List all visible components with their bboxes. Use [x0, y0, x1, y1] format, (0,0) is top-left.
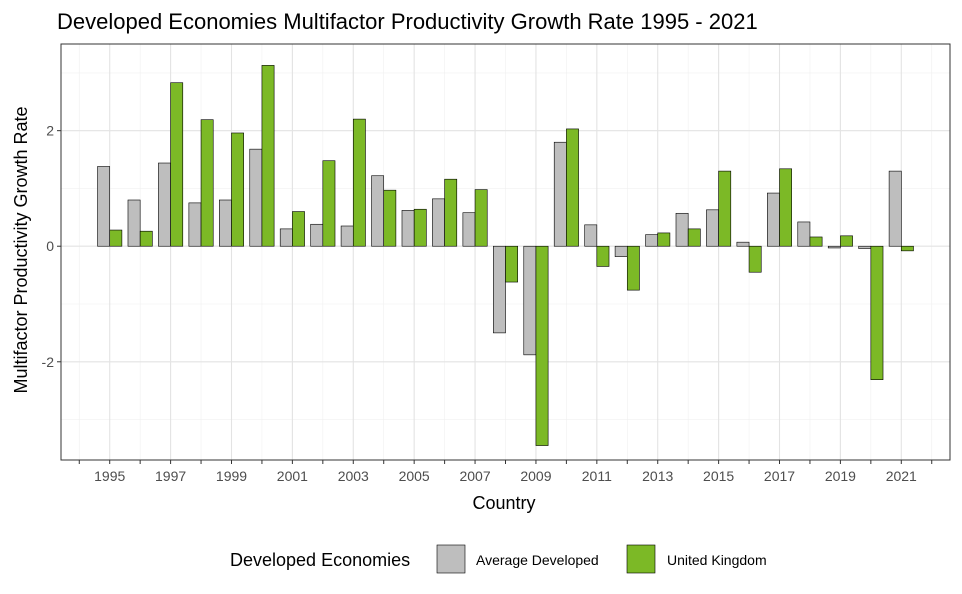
bar-united-kingdom-2017 — [779, 168, 792, 247]
legend-swatch-average-developed — [436, 544, 466, 574]
bar-united-kingdom-2003 — [352, 118, 366, 247]
bar-united-kingdom-1999 — [231, 132, 244, 247]
y-tick-label: 2 — [46, 123, 54, 139]
bar-average-developed-2002 — [310, 223, 324, 247]
bar-average-developed-2011 — [584, 224, 598, 247]
bar-united-kingdom-2010 — [566, 128, 579, 247]
bar-united-kingdom-1998 — [200, 119, 214, 247]
bar-united-kingdom-2005 — [413, 208, 427, 247]
bar-average-developed-2000 — [249, 148, 263, 247]
bar-average-developed-2009 — [523, 245, 537, 356]
x-tick-label: 2005 — [399, 468, 430, 484]
x-tick-label: 2017 — [764, 468, 795, 484]
bar-united-kingdom-2000 — [261, 65, 275, 247]
y-tick-label: -2 — [42, 354, 55, 370]
x-axis-label: Country — [472, 493, 535, 513]
bar-united-kingdom-1997 — [170, 82, 184, 247]
x-tick-label: 2019 — [825, 468, 856, 484]
legend: Developed Economies Average Developed Un… — [230, 544, 767, 574]
bar-average-developed-1999 — [219, 199, 232, 247]
bar-united-kingdom-2019 — [840, 235, 853, 247]
bar-average-developed-2008 — [493, 245, 506, 334]
bar-united-kingdom-2013 — [657, 232, 671, 247]
bar-average-developed-2005 — [401, 210, 415, 247]
bar-united-kingdom-2008 — [505, 245, 518, 283]
x-tick-label: 2015 — [703, 468, 734, 484]
x-tick-label: 2013 — [642, 468, 673, 484]
bar-united-kingdom-2007 — [474, 189, 488, 247]
bar-average-developed-1997 — [158, 162, 171, 247]
bar-united-kingdom-2001 — [292, 211, 305, 247]
bar-average-developed-1995 — [97, 166, 111, 247]
bar-average-developed-2003 — [340, 225, 354, 247]
legend-swatch-united-kingdom — [626, 544, 656, 574]
x-tick-label: 2003 — [338, 468, 369, 484]
plot-area — [60, 43, 951, 461]
bar-united-kingdom-2015 — [718, 170, 732, 247]
bar-united-kingdom-2004 — [383, 189, 397, 247]
x-tick-label: 1999 — [216, 468, 247, 484]
bar-average-developed-2017 — [767, 192, 780, 247]
x-tick-label: 2001 — [277, 468, 308, 484]
bar-average-developed-2018 — [797, 221, 811, 247]
bar-united-kingdom-2009 — [535, 245, 549, 446]
bar-average-developed-1998 — [188, 202, 202, 247]
bar-united-kingdom-2018 — [809, 236, 823, 247]
legend-title: Developed Economies — [230, 550, 410, 570]
bar-united-kingdom-2011 — [596, 245, 610, 267]
bars — [97, 65, 914, 446]
bar-average-developed-2019 — [827, 245, 841, 249]
bar-average-developed-2010 — [553, 141, 567, 247]
bar-united-kingdom-2012 — [626, 245, 640, 291]
y-axis-label: Multifactor Productivity Growth Rate — [11, 106, 31, 393]
bar-united-kingdom-2021 — [900, 245, 914, 252]
x-axis: 1995 1997 1999 2001 2003 2005 2007 2009 2011 2013… — [78, 460, 933, 484]
bar-united-kingdom-2002 — [322, 160, 336, 247]
bar-average-developed-2006 — [432, 198, 445, 247]
x-tick-label: 2009 — [520, 468, 551, 484]
x-tick-label: 2021 — [886, 468, 917, 484]
legend-label-united-kingdom: United Kingdom — [667, 552, 767, 568]
bar-average-developed-2013 — [645, 234, 659, 247]
bar-united-kingdom-1996 — [139, 230, 153, 247]
legend-label-average-developed: Average Developed — [476, 552, 599, 568]
bar-average-developed-2004 — [371, 175, 385, 247]
bar-average-developed-2012 — [614, 245, 628, 257]
bar-average-developed-1996 — [127, 199, 141, 247]
bar-united-kingdom-2006 — [444, 178, 458, 247]
bar-average-developed-2016 — [736, 241, 750, 247]
bar-average-developed-2015 — [706, 209, 719, 247]
bar-average-developed-2021 — [888, 170, 902, 247]
x-tick-label: 1997 — [155, 468, 186, 484]
x-tick-label: 2007 — [459, 468, 490, 484]
bar-average-developed-2014 — [675, 212, 689, 247]
bar-united-kingdom-2020 — [870, 245, 884, 380]
x-tick-label: 2011 — [582, 468, 612, 484]
bar-average-developed-2007 — [462, 212, 476, 247]
x-tick-label: 1995 — [94, 468, 125, 484]
chart-title: Developed Economies Multifactor Producti… — [57, 9, 758, 34]
bar-united-kingdom-1995 — [109, 229, 123, 247]
bar-average-developed-2001 — [279, 228, 293, 247]
bar-average-developed-2020 — [858, 245, 872, 249]
bar-united-kingdom-2014 — [687, 228, 701, 247]
y-tick-label: 0 — [46, 238, 54, 254]
y-axis: -2 0 2 — [42, 123, 61, 370]
bar-united-kingdom-2016 — [748, 245, 762, 273]
